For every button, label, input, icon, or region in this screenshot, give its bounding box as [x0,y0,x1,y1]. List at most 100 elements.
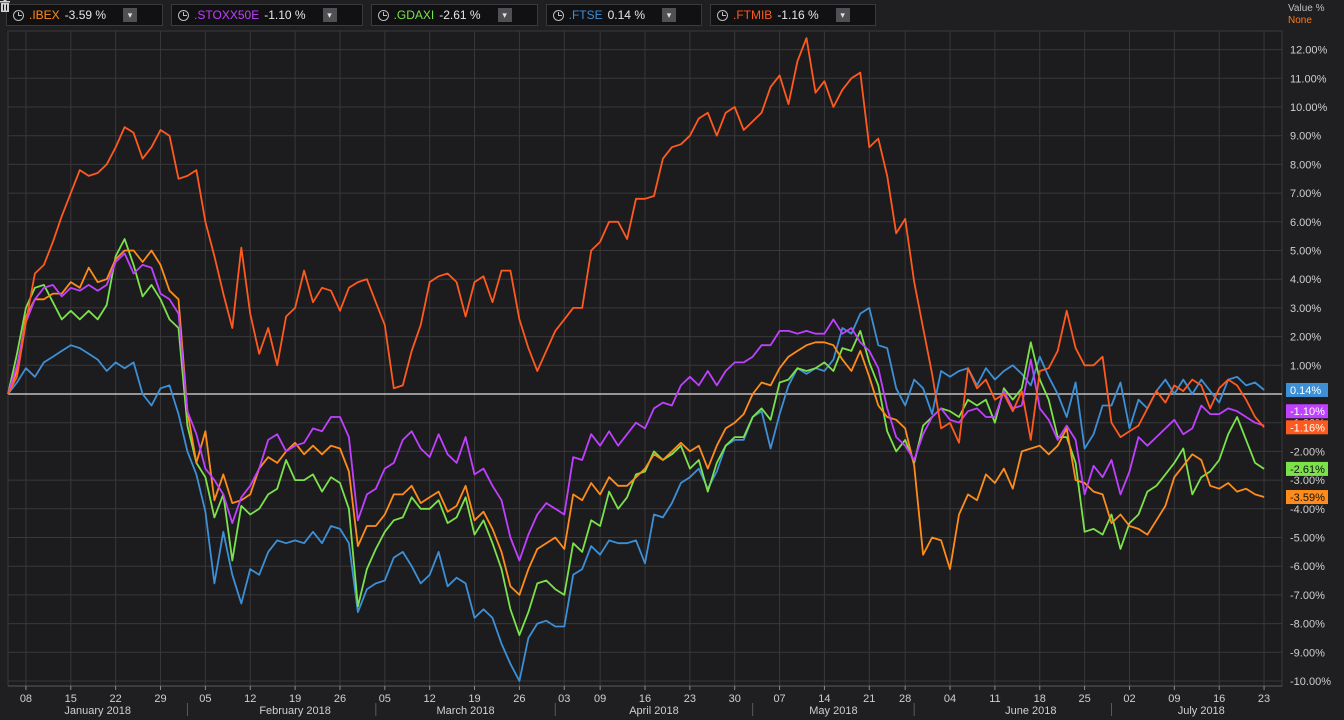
series-line-stoxx50e [7,252,1265,562]
month-label: May 2018 [809,705,857,717]
x-tick-label: 26 [513,693,525,705]
x-tick-label: 29 [154,693,166,705]
x-tick-label: 08 [20,693,32,705]
axis-header-mode[interactable]: None [1288,15,1312,26]
legend-chip-symbol: .STOXX50E [194,8,260,22]
y-tick-label: -6.00% [1290,561,1325,573]
y-tick-label: 5.00% [1290,246,1321,258]
y-tick-label: -3.00% [1290,475,1325,487]
month-label: July 2018 [1178,705,1225,717]
x-tick-label: 21 [863,693,875,705]
x-tick-label: 25 [1078,693,1090,705]
end-value-tag-bg [1286,420,1328,435]
x-tick-label: 15 [65,693,77,705]
legend-chip-value: -1.10 % [264,8,306,22]
series-line-ibex [7,249,1265,596]
legend-chip-symbol: .GDAXI [393,8,435,22]
chevron-down-icon[interactable]: ▾ [322,8,337,22]
y-tick-label: 8.00% [1290,159,1321,171]
y-tick-label: 1.00% [1290,360,1321,372]
y-tick-label: 6.00% [1290,217,1321,229]
legend-chip-symbol: .IBEX [29,8,60,22]
axis-header[interactable]: Value % None [1288,3,1325,27]
x-tick-label: 30 [729,693,741,705]
y-tick-label: 9.00% [1290,131,1321,143]
end-value-tag-text: -1.10% [1290,406,1325,418]
x-tick-label: 26 [334,693,346,705]
legend-chip-ftmib[interactable]: .FTMIB -1.16 % ▾ [0,0,876,26]
end-value-tag-text: -1.16% [1290,422,1325,434]
month-label: April 2018 [629,705,679,717]
x-tick-label: 09 [1168,693,1180,705]
chevron-down-icon[interactable]: ▾ [835,8,850,22]
y-tick-label: 2.00% [1290,332,1321,344]
end-value-tag: -2.61% [1286,461,1328,476]
legend-chip-symbol: .FTSE [568,8,603,22]
chevron-down-icon[interactable]: ▾ [661,8,676,22]
legend-chip-value: 0.14 % [607,8,645,22]
clock-icon [377,9,389,21]
end-value-tag-bg [1286,461,1328,476]
y-tick-label: -10.00% [1290,676,1331,688]
clock-icon [552,9,564,21]
x-tick-label: 19 [289,693,301,705]
x-tick-label: 05 [199,693,211,705]
end-value-tag-bg [1286,490,1328,505]
end-value-tag-text: 0.14% [1290,385,1321,397]
x-tick-label: 12 [244,693,256,705]
x-tick-label: 05 [379,693,391,705]
legend-chip-value: -2.61 % [439,8,481,22]
x-tick-label: 14 [818,693,830,705]
month-label: January 2018 [64,705,131,717]
month-label: March 2018 [437,705,495,717]
month-label: February 2018 [259,705,331,717]
clock-icon [716,9,728,21]
y-axis-labels: 12.00% 11.00% 10.00% 9.00% 8.00% 7.00% 6.00% 5.… [1290,45,1331,688]
clock-icon [178,9,190,21]
trash-icon[interactable] [0,0,869,22]
end-value-tag-text: -2.61% [1290,464,1325,476]
series-line-gdaxi [7,238,1265,636]
legend-chip-gdaxi[interactable]: .GDAXI -2.61 % ▾ [0,0,538,26]
legend-chip-value: -3.59 % [64,8,107,22]
y-tick-label: -2.00% [1290,446,1325,458]
end-value-tag: -1.10% [1286,404,1328,419]
x-tick-label: 12 [424,693,436,705]
month-label: June 2018 [1005,705,1056,717]
y-tick-label: -9.00% [1290,647,1325,659]
chevron-down-icon[interactable]: ▾ [123,8,138,22]
legend-toolbar: .IBEX -3.59 % ▾ .STOXX50E -1.10 % ▾ .GDAXI -2.6… [0,0,1284,30]
chevron-down-icon[interactable]: ▾ [497,8,512,22]
x-tick-label: 04 [944,693,956,705]
axis-header-title: Value % [1288,3,1325,14]
series-line-ftse [7,307,1265,682]
end-value-tag-bg [1286,382,1328,397]
x-tick-label: 19 [468,693,480,705]
x-tick-label: 11 [989,693,1000,705]
legend-chip-symbol: .FTMIB [732,8,773,22]
x-tick-label: 09 [594,693,606,705]
x-tick-label: 28 [899,693,911,705]
legend-chip-ftse[interactable]: .FTSE 0.14 % ▾ [0,0,702,26]
y-tick-label: 7.00% [1290,188,1321,200]
x-tick-label: 07 [773,693,785,705]
y-tick-label: -8.00% [1290,619,1325,631]
legend-chip-value: -1.16 % [777,8,819,22]
y-tick-label: -7.00% [1290,590,1325,602]
end-value-tag: -3.59% [1286,490,1328,505]
x-tick-label: 22 [110,693,122,705]
x-tick-label: 02 [1123,693,1135,705]
x-tick-label: 18 [1034,693,1046,705]
y-tick-label: 3.00% [1290,303,1321,315]
y-tick-label: 10.00% [1290,102,1328,114]
y-tick-label: 11.00% [1290,73,1327,85]
y-tick-label: -5.00% [1290,533,1325,545]
clock-icon [13,9,24,21]
y-tick-label: 12.00% [1290,45,1328,57]
y-tick-label: -4.00% [1290,504,1325,516]
end-value-tag-bg [1286,404,1328,419]
x-tick-label: 16 [1213,693,1225,705]
end-value-tag: -1.16% [1286,420,1328,435]
series-line-ftmib [7,37,1265,444]
